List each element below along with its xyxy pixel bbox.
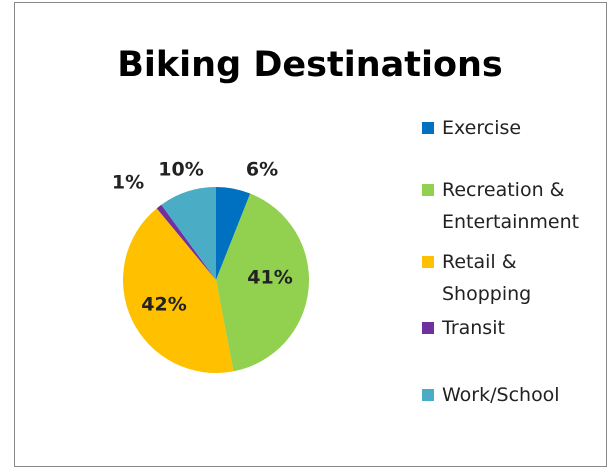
legend-swatch xyxy=(422,256,434,268)
pie-slice xyxy=(216,187,251,280)
pie-slice xyxy=(216,193,309,372)
chart-title: Biking Destinations xyxy=(117,45,503,85)
pie-slice xyxy=(161,187,216,280)
data-label: 6% xyxy=(246,159,278,181)
legend-swatch xyxy=(422,322,434,334)
legend-swatch xyxy=(422,122,434,134)
chart-border xyxy=(14,2,607,467)
legend-label: Transit xyxy=(442,317,505,339)
data-label: 42% xyxy=(141,294,186,316)
legend-label: Retail & Shopping xyxy=(442,251,532,305)
legend-item: Exercise xyxy=(400,112,600,144)
legend-item: Work/School xyxy=(400,379,600,411)
legend-swatch xyxy=(422,184,434,196)
legend-label: Work/School xyxy=(442,384,560,406)
pie-slice xyxy=(123,208,234,373)
legend-item: Recreation & Entertainment xyxy=(400,174,600,238)
pie-slice xyxy=(156,204,216,280)
legend-label: Exercise xyxy=(442,117,522,139)
data-label: 10% xyxy=(158,159,203,181)
legend-item: Transit xyxy=(400,312,600,344)
data-label: 1% xyxy=(112,172,144,194)
legend-item: Retail & Shopping xyxy=(400,246,600,310)
legend-label: Recreation & Entertainment xyxy=(442,179,580,233)
legend-swatch xyxy=(422,389,434,401)
data-label: 41% xyxy=(247,267,292,289)
